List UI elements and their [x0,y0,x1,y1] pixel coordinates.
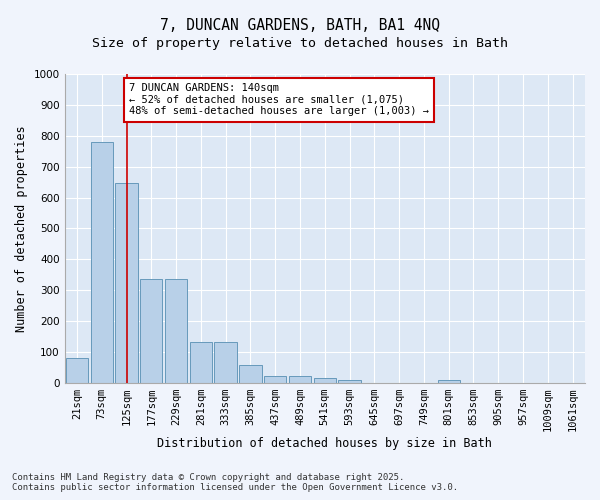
Y-axis label: Number of detached properties: Number of detached properties [15,125,28,332]
Text: Contains HM Land Registry data © Crown copyright and database right 2025.: Contains HM Land Registry data © Crown c… [12,474,404,482]
Bar [437,380,460,383]
Bar [190,342,212,383]
Bar [115,182,137,383]
Bar [165,280,187,383]
Bar [314,378,336,383]
Bar [239,365,262,383]
Bar [289,376,311,383]
X-axis label: Distribution of detached houses by size in Bath: Distribution of detached houses by size … [157,437,492,450]
Bar [140,280,163,383]
Text: 7 DUNCAN GARDENS: 140sqm
← 52% of detached houses are smaller (1,075)
48% of sem: 7 DUNCAN GARDENS: 140sqm ← 52% of detach… [129,84,429,116]
Bar [214,342,237,383]
Bar [338,380,361,383]
Text: Contains public sector information licensed under the Open Government Licence v3: Contains public sector information licen… [12,484,458,492]
Text: Size of property relative to detached houses in Bath: Size of property relative to detached ho… [92,38,508,51]
Bar [91,142,113,383]
Bar [264,376,286,383]
Bar [66,358,88,383]
Text: 7, DUNCAN GARDENS, BATH, BA1 4NQ: 7, DUNCAN GARDENS, BATH, BA1 4NQ [160,18,440,32]
